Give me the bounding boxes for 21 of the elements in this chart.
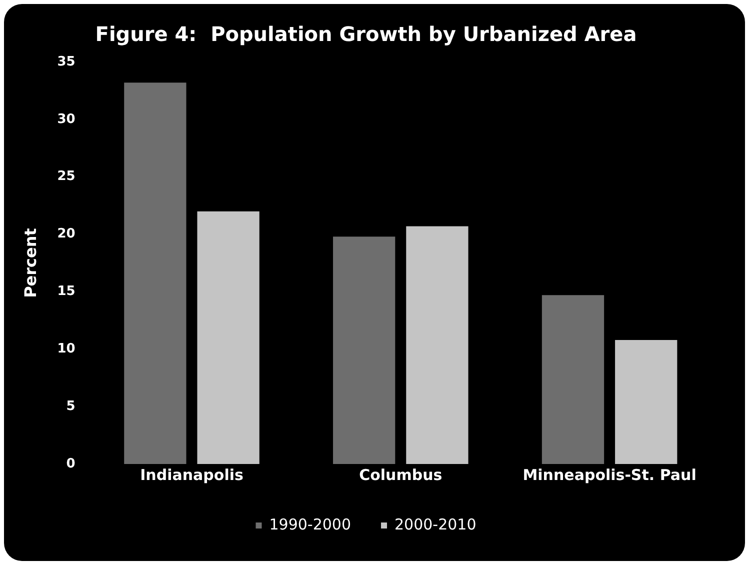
bar — [406, 226, 468, 464]
x-tick-label: Columbus — [359, 466, 442, 484]
y-tick-label: 0 — [66, 456, 76, 472]
bar — [615, 340, 678, 464]
y-tick-label: 15 — [57, 284, 76, 300]
x-tick-label: Minneapolis-St. Paul — [522, 466, 696, 484]
y-tick-label: 5 — [66, 398, 76, 414]
y-tick-label: 30 — [57, 112, 76, 127]
y-axis-title: Percent — [20, 228, 40, 298]
bar — [124, 82, 186, 464]
x-tick-label: Indianapolis — [140, 466, 244, 484]
legend-label: 1990-2000 — [269, 515, 352, 534]
bar — [542, 295, 604, 464]
chart-title: Figure 4: Population Growth by Urbanized Area — [95, 22, 637, 46]
bar — [333, 236, 396, 464]
y-tick-label: 25 — [57, 169, 76, 184]
bar — [197, 211, 260, 464]
legend-label: 2000-2010 — [394, 515, 476, 534]
y-tick-label: 10 — [57, 342, 76, 357]
y-tick-label: 35 — [57, 54, 76, 70]
y-tick-label: 20 — [57, 226, 76, 242]
